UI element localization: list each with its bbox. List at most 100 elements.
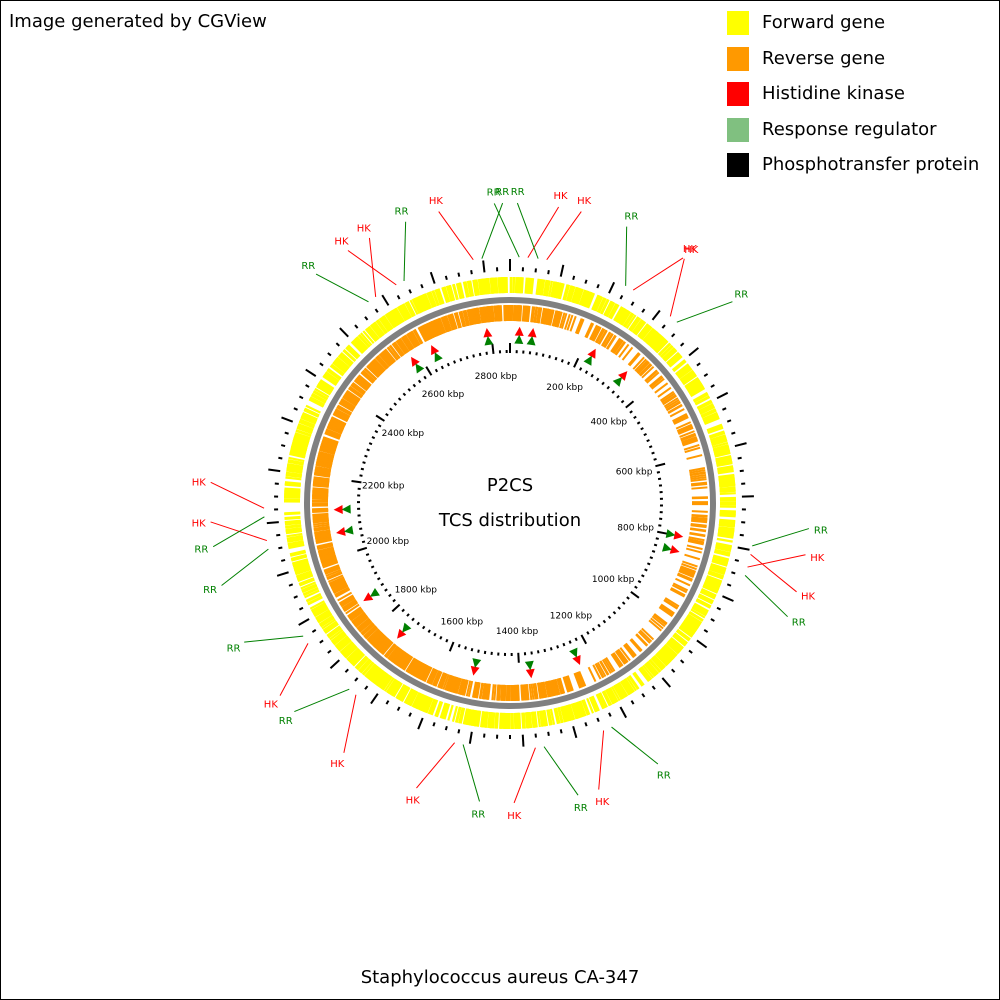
rr-callout-line [625,226,628,286]
forward-gene-mark [547,280,554,297]
ruler-tick [629,410,633,414]
reverse-gene-mark [398,653,410,669]
forward-gene-mark [299,418,316,427]
forward-gene-mark [553,707,560,725]
reverse-gene-mark [650,617,664,630]
forward-gene-mark [411,692,421,708]
forward-gene-mark [290,448,307,455]
hk-callout-line [279,643,309,696]
reverse-gene-mark [317,546,334,553]
reverse-gene-mark [479,307,484,324]
hk-marker [514,326,524,337]
rr-marker [343,525,354,535]
forward-gene-mark [660,345,674,359]
reverse-gene-mark [472,308,477,325]
ruler-tick [617,606,621,610]
forward-gene-mark [464,281,470,298]
ruler-tick [440,365,444,370]
outer-tick [734,558,740,562]
forward-gene-mark [630,317,642,332]
ruler-tick [636,421,641,425]
outer-tick [396,706,401,712]
reverse-gene-mark [615,649,627,664]
forward-gene-mark [423,697,432,713]
ruler-tick-label: 1800 kbp [395,586,438,596]
outer-tick [641,693,646,698]
reverse-gene-mark [438,317,447,334]
forward-gene-mark [364,663,377,678]
ruler-tick [397,397,402,401]
forward-gene-mark [713,447,730,454]
reverse-gene-mark [337,404,353,415]
ruler-tick [651,451,655,455]
forward-gene-mark [559,706,567,723]
forward-gene-mark [398,685,409,701]
outer-tick [671,668,676,673]
forward-gene-mark [686,615,701,626]
reverse-gene-mark [532,683,537,700]
reverse-gene-mark [424,323,434,339]
forward-gene-mark [309,600,325,610]
outer-tick [703,629,709,633]
outer-tick [429,271,436,284]
forward-gene-mark [566,285,574,302]
reverse-gene-mark [453,312,461,329]
reverse-gene-mark [672,414,689,424]
forward-gene-mark [655,653,668,667]
ruler-tick [377,424,382,428]
hk-marker [363,592,374,602]
forward-gene-mark [414,297,424,313]
reverse-gene-mark [603,658,614,673]
reverse-gene-mark [455,677,462,694]
forward-gene-mark [632,672,644,687]
ruler-tick [574,637,578,642]
ruler-tick [356,546,368,552]
outer-tick [408,289,412,294]
forward-gene-mark [394,307,405,323]
forward-gene-mark [575,288,583,305]
forward-gene-mark [290,551,307,557]
forward-gene-mark [715,545,732,551]
reverse-gene-mark [375,636,389,651]
rr-callout-line [744,575,788,618]
reverse-gene-mark [321,558,338,566]
forward-gene-mark [590,695,600,712]
ruler-tick [423,375,427,380]
reverse-gene-mark [641,627,655,641]
reverse-gene-mark [664,597,680,608]
reverse-gene-mark [360,622,374,635]
forward-gene-mark [291,558,308,565]
forward-gene-mark [557,707,563,724]
reverse-gene-mark [596,661,607,677]
reverse-gene-mark [540,682,545,699]
ruler-tick [580,634,588,645]
forward-gene-mark [346,345,360,359]
forward-gene-mark [313,607,329,618]
reverse-gene-mark [498,684,502,701]
forward-gene-mark [448,284,456,301]
reverse-gene-mark [678,426,694,435]
legend-label: Histidine kinase [762,83,905,104]
reverse-gene-mark [629,638,642,653]
rr-callout-label: RR [194,544,208,555]
ruler-tick [368,559,372,563]
forward-gene-mark [588,696,597,713]
forward-gene-mark [382,315,394,330]
outer-tick [651,309,661,321]
ruler-tick [439,636,443,640]
forward-gene-mark [697,401,713,411]
reverse-gene-mark [619,647,631,662]
reverse-gene-mark [435,318,444,335]
reverse-gene-mark [585,322,595,339]
forward-gene-mark [634,321,647,336]
forward-gene-mark [483,278,488,295]
reverse-gene-mark [681,562,697,571]
forward-gene-mark [284,521,301,525]
forward-gene-mark [294,432,311,440]
reverse-gene-mark [332,583,348,593]
rr-callout-line [212,516,265,548]
reverse-gene-mark [312,517,329,522]
ruler-tick [621,601,626,605]
reverse-gene-mark [387,645,399,660]
ruler-tick-label: 1600 kbp [441,618,484,628]
